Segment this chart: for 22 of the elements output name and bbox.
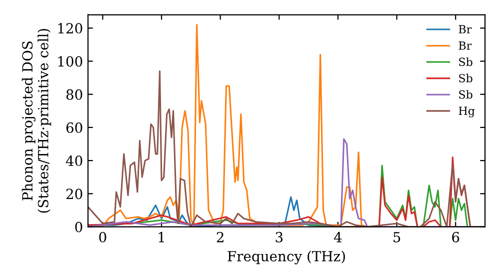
y-tick-label: 60	[66, 122, 82, 133]
legend-label: Hg	[458, 106, 475, 118]
x-tick-label: 1	[158, 232, 164, 242]
x-tick-label: 4	[334, 232, 342, 242]
y-tick-label: 0	[75, 222, 82, 232]
y-axis-title: Phonon projected DOS (States/THz·primitive cell)	[22, 28, 52, 213]
legend-label: Sb	[459, 57, 472, 66]
legend-label: Br	[458, 25, 472, 34]
y-tick-label: 20	[66, 188, 82, 200]
x-tick-label: 5	[394, 232, 400, 242]
x-tick-label: 3	[276, 232, 283, 242]
legend-label: Sb	[459, 90, 472, 99]
y-tick-label: 100	[58, 56, 82, 67]
x-tick-label: 2	[216, 232, 224, 242]
legend-label: Br	[458, 41, 472, 50]
x-tick-label: 6	[452, 232, 460, 242]
x-tick-label: 0	[99, 232, 106, 242]
y-tick-label: 40	[66, 156, 82, 166]
y-tick-label: 80	[66, 89, 82, 100]
x-axis-title: Frequency (THz)	[228, 250, 345, 264]
legend-label: Sb	[459, 74, 472, 82]
y-tick-label: 120	[58, 23, 82, 34]
